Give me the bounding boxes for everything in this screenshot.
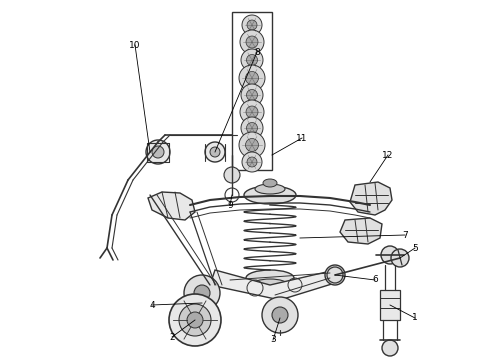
Ellipse shape (244, 186, 296, 204)
Polygon shape (210, 270, 335, 300)
Text: 8: 8 (254, 48, 260, 57)
Text: 11: 11 (296, 134, 308, 143)
Circle shape (246, 122, 258, 134)
Circle shape (382, 340, 398, 356)
Circle shape (239, 132, 265, 158)
Circle shape (245, 139, 259, 152)
Circle shape (246, 106, 258, 118)
Circle shape (381, 246, 399, 264)
Text: 7: 7 (402, 230, 408, 239)
Circle shape (224, 167, 240, 183)
Text: 5: 5 (412, 243, 418, 252)
Circle shape (391, 249, 409, 267)
Circle shape (246, 54, 258, 66)
Circle shape (239, 65, 265, 91)
Text: 6: 6 (372, 275, 378, 284)
Circle shape (327, 267, 343, 283)
Circle shape (194, 285, 210, 301)
Circle shape (246, 90, 258, 100)
Circle shape (184, 275, 220, 311)
Circle shape (262, 297, 298, 333)
Polygon shape (340, 218, 382, 244)
Circle shape (179, 304, 211, 336)
Polygon shape (350, 182, 392, 215)
Text: 9: 9 (227, 201, 233, 210)
Text: 1: 1 (412, 314, 418, 323)
Circle shape (272, 307, 288, 323)
Circle shape (240, 30, 264, 54)
Ellipse shape (263, 179, 277, 187)
Circle shape (245, 72, 259, 85)
Text: 12: 12 (382, 150, 393, 159)
Circle shape (205, 142, 225, 162)
Ellipse shape (252, 279, 288, 291)
Circle shape (242, 152, 262, 172)
Text: 4: 4 (149, 301, 155, 310)
Text: 3: 3 (270, 336, 276, 345)
Text: 2: 2 (169, 333, 175, 342)
Circle shape (152, 146, 164, 158)
Circle shape (241, 84, 263, 106)
Circle shape (247, 157, 257, 167)
Circle shape (169, 294, 221, 346)
Circle shape (242, 15, 262, 35)
Ellipse shape (246, 270, 294, 286)
Polygon shape (380, 290, 400, 320)
Circle shape (210, 147, 220, 157)
Circle shape (325, 265, 345, 285)
Ellipse shape (255, 184, 285, 194)
Circle shape (240, 100, 264, 124)
Circle shape (330, 270, 340, 280)
Polygon shape (148, 192, 195, 220)
Circle shape (187, 312, 203, 328)
Circle shape (241, 117, 263, 139)
Circle shape (146, 140, 170, 164)
Text: 10: 10 (129, 41, 141, 50)
Circle shape (247, 20, 257, 30)
Bar (232, 12, 272, 170)
Circle shape (241, 49, 263, 71)
Circle shape (246, 36, 258, 48)
